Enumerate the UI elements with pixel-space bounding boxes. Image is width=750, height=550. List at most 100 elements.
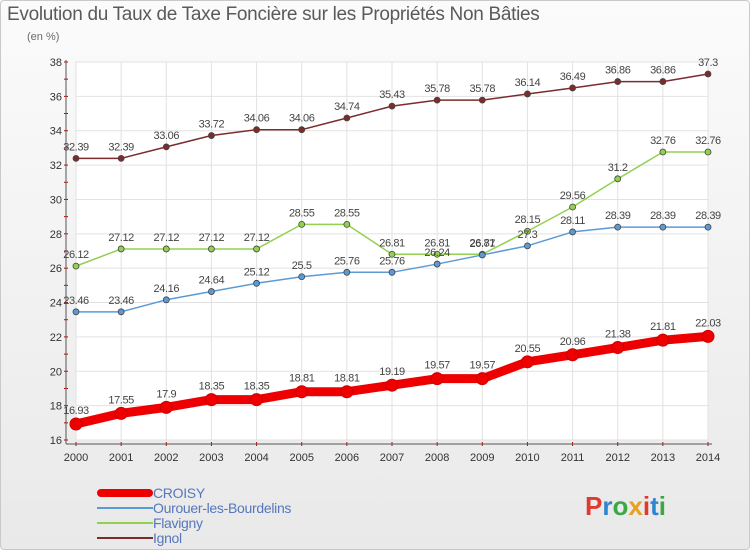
- legend-label: Ourouer-les-Bourdelins: [153, 499, 292, 516]
- data-point: [569, 84, 576, 92]
- x-tick-label: 2001: [109, 452, 133, 464]
- data-point: [704, 223, 712, 231]
- legend-item: Ourouer-les-Bourdelins: [97, 499, 292, 516]
- data-point: [162, 296, 170, 304]
- data-point: [72, 154, 80, 162]
- x-tick-label: 2009: [470, 452, 494, 464]
- data-point: [204, 393, 218, 407]
- data-label: 26.24: [424, 247, 450, 259]
- data-label: 27.12: [154, 232, 180, 244]
- x-tick-label: 2013: [651, 452, 675, 464]
- data-point: [117, 154, 125, 162]
- data-label: 26.81: [379, 237, 405, 249]
- data-point: [566, 348, 580, 362]
- legend-label: CROISY: [153, 484, 205, 501]
- data-point: [295, 385, 309, 399]
- data-point: [656, 333, 670, 347]
- legend-item: Ignol: [97, 530, 291, 546]
- legend: CROISY Ourouer-les-Bourdelins Flavigny Igno…: [97, 484, 292, 546]
- data-label: 34.06: [289, 113, 315, 125]
- data-point: [72, 262, 80, 270]
- data-label: 28.39: [695, 210, 721, 222]
- data-point: [253, 279, 260, 287]
- data-point: [298, 273, 306, 281]
- data-point: [162, 143, 170, 151]
- y-tick-label: 18: [50, 401, 62, 413]
- data-point: [430, 372, 444, 386]
- data-label: 34.74: [334, 101, 360, 113]
- data-point: [253, 126, 260, 134]
- data-label: 20.55: [515, 343, 541, 355]
- legend-label: Flavigny: [153, 514, 203, 531]
- x-tick-label: 2010: [515, 452, 539, 464]
- data-point: [614, 223, 622, 231]
- data-label: 28.55: [289, 207, 315, 219]
- x-tick-label: 2008: [425, 452, 449, 464]
- data-label: 28.55: [334, 207, 360, 219]
- data-label: 24.16: [154, 283, 180, 295]
- x-tick-label: 2011: [561, 452, 585, 464]
- data-point: [388, 250, 396, 258]
- x-tick-label: 2003: [199, 452, 223, 464]
- x-tick-label: 2005: [289, 452, 313, 464]
- data-label: 25.5: [292, 260, 312, 272]
- data-label: 29.56: [560, 190, 586, 202]
- data-point: [72, 308, 80, 316]
- data-point: [117, 245, 125, 253]
- data-point: [385, 378, 399, 392]
- legend-item: Flavigny: [97, 514, 291, 531]
- legend-swatch: [97, 506, 153, 509]
- data-label: 25.76: [379, 255, 405, 267]
- data-label: 19.19: [379, 366, 405, 378]
- data-label: 28.39: [605, 210, 631, 222]
- x-tick-label: 2002: [154, 452, 178, 464]
- x-tick-label: 2014: [696, 452, 720, 464]
- chart-subtitle: (en %): [27, 31, 60, 43]
- data-label: 28.39: [650, 210, 676, 222]
- y-tick-label: 36: [50, 91, 62, 103]
- data-label: 33.72: [199, 119, 225, 131]
- data-label: 20.96: [560, 336, 586, 348]
- data-label: 35.43: [379, 89, 405, 101]
- x-tick-label: 2004: [244, 452, 268, 464]
- data-label: 19.57: [470, 360, 496, 372]
- data-label: 17.55: [108, 394, 134, 406]
- data-point: [114, 406, 128, 420]
- brand-letter: x: [628, 491, 643, 521]
- data-point: [524, 90, 531, 98]
- data-point: [433, 96, 441, 104]
- y-tick-label: 30: [50, 194, 62, 206]
- legend-item: CROISY: [97, 484, 291, 501]
- data-label: 24.64: [199, 275, 225, 287]
- data-label: 26.81: [424, 237, 450, 249]
- data-label: 18.35: [244, 381, 270, 393]
- y-tick-label: 38: [50, 57, 62, 69]
- data-point: [208, 245, 215, 253]
- data-point: [704, 148, 712, 156]
- data-point: [340, 385, 354, 399]
- data-label: 36.86: [650, 65, 676, 77]
- data-label: 31.2: [608, 162, 628, 174]
- data-label: 36.86: [605, 65, 631, 77]
- y-tick-label: 34: [50, 126, 62, 138]
- data-label: 18.81: [289, 373, 315, 385]
- data-label: 22.03: [695, 317, 721, 329]
- data-label: 26.77: [470, 238, 496, 250]
- data-label: 36.14: [515, 77, 541, 89]
- data-label: 19.57: [424, 360, 450, 372]
- data-label: 28.11: [560, 215, 585, 227]
- data-point: [569, 228, 576, 236]
- data-point: [69, 417, 83, 431]
- data-label: 33.06: [154, 130, 180, 142]
- data-label: 34.06: [244, 113, 270, 125]
- data-label: 18.35: [199, 381, 225, 393]
- data-label: 18.81: [334, 373, 360, 385]
- data-point: [388, 268, 396, 276]
- data-point: [298, 220, 306, 228]
- data-point: [343, 268, 351, 276]
- y-tick-label: 22: [50, 332, 62, 344]
- data-label: 23.46: [108, 295, 134, 307]
- data-point: [478, 96, 486, 104]
- brand-letter: o: [612, 491, 629, 521]
- data-point: [433, 260, 441, 268]
